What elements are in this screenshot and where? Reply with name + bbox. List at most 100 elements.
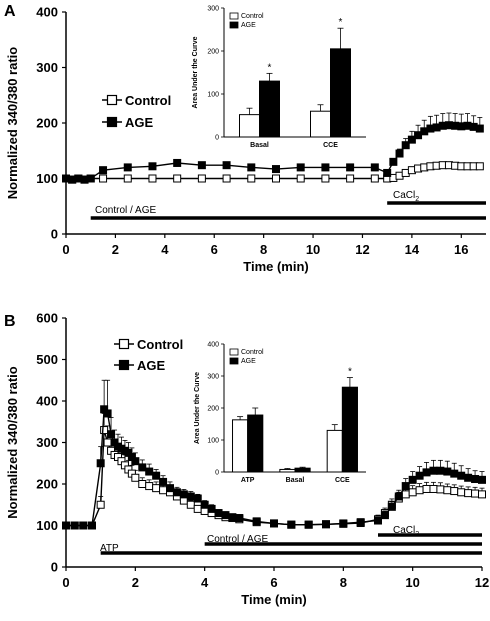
data-point	[200, 500, 209, 509]
inset-bar-chart: 0 100 200 300 400 Area Under the Curve ATP Basa…	[194, 342, 366, 484]
data-point	[464, 473, 473, 482]
treatment-label: ATP	[100, 543, 119, 554]
y-axis-title: Normalized 340/380 ratio	[5, 47, 20, 200]
inset-bar	[232, 419, 249, 473]
data-point	[148, 162, 157, 171]
y-tick-label: 200	[36, 477, 58, 492]
data-point	[408, 488, 417, 497]
x-axis-title: Time (min)	[241, 592, 307, 607]
inset-y-tick-label: 400	[207, 342, 219, 349]
treatment-label-subscript: 2	[415, 531, 419, 538]
x-tick-label: 10	[405, 575, 419, 590]
data-point	[457, 488, 466, 497]
data-point	[123, 174, 132, 183]
inset-y-tick-label: 100	[207, 438, 219, 445]
y-tick-label: 400	[36, 5, 58, 20]
data-point	[422, 484, 431, 493]
data-point	[197, 161, 206, 170]
data-point	[252, 517, 261, 526]
data-point	[166, 484, 174, 493]
treatment-label: Control / AGE	[95, 205, 156, 216]
data-point	[443, 467, 452, 476]
data-point	[407, 135, 416, 144]
data-point	[450, 487, 459, 496]
data-point	[401, 482, 410, 491]
significance-marker: *	[268, 62, 272, 73]
legend-marker	[106, 116, 118, 128]
data-point	[387, 502, 396, 511]
inset-y-tick-label: 300	[207, 6, 219, 13]
data-point	[370, 174, 379, 183]
data-point	[321, 174, 330, 183]
inset-y-tick-label: 200	[207, 406, 219, 413]
data-point	[339, 519, 348, 528]
inset-y-tick-label: 100	[207, 92, 219, 99]
legend-label: AGE	[125, 115, 154, 130]
data-point	[228, 513, 237, 522]
x-tick-label: 4	[201, 575, 209, 590]
x-tick-label: 12	[355, 242, 369, 257]
data-point	[70, 521, 79, 530]
inset-bar	[279, 468, 296, 473]
data-point	[415, 471, 424, 480]
legend-label: Control	[137, 337, 183, 352]
legend-marker	[118, 338, 130, 350]
data-point	[272, 165, 280, 174]
inset-bar-chart: 0 100 200 300 Area Under the Curve * Basal * CCE…	[192, 6, 366, 149]
data-point	[152, 471, 161, 480]
data-point	[346, 163, 355, 172]
y-tick-label: 200	[36, 116, 58, 131]
inset-bar	[341, 386, 358, 473]
y-axis-title: Normalized 340/380 ratio	[5, 366, 20, 519]
data-point	[346, 174, 355, 183]
data-point	[457, 471, 466, 480]
data-point	[96, 500, 105, 509]
data-point	[214, 509, 223, 518]
x-tick-label: 4	[161, 242, 169, 257]
data-point	[383, 168, 392, 177]
inset-legend-label: AGE	[241, 22, 256, 29]
data-point	[99, 166, 108, 175]
data-point	[173, 158, 182, 167]
data-point	[408, 475, 417, 484]
inset-legend-marker	[229, 21, 239, 29]
data-point	[415, 486, 424, 495]
data-point	[99, 174, 108, 183]
data-point	[471, 475, 480, 484]
treatment-label: CaCl2	[393, 525, 419, 538]
data-point	[322, 520, 330, 529]
data-point	[197, 174, 206, 183]
inset-bar	[247, 414, 264, 473]
inset-legend-marker	[229, 12, 239, 20]
data-point	[401, 141, 410, 150]
data-point	[221, 511, 230, 520]
x-tick-label: 2	[112, 242, 119, 257]
inset-legend-marker	[229, 357, 239, 365]
data-point	[107, 430, 116, 439]
data-point	[86, 174, 95, 183]
data-point	[443, 486, 452, 495]
panel-letter: B	[4, 313, 16, 330]
x-tick-label: 10	[306, 242, 320, 257]
data-point	[247, 163, 256, 172]
data-point	[370, 163, 379, 172]
y-tick-label: 0	[51, 560, 58, 575]
data-point	[374, 516, 382, 525]
inset-bar	[326, 429, 343, 473]
data-point	[450, 469, 459, 478]
data-point	[380, 511, 389, 520]
y-tick-label: 100	[36, 171, 58, 186]
inset-category-label: Basal	[250, 142, 269, 149]
data-point	[79, 521, 88, 530]
treatment-label: Control / AGE	[207, 534, 268, 545]
treatment-label: CaCl2	[393, 190, 419, 203]
data-point	[436, 466, 445, 475]
legend-marker	[118, 359, 130, 371]
inset-category-label: Basal	[286, 477, 305, 484]
series-age	[62, 112, 484, 184]
inset-legend-label: AGE	[241, 358, 256, 365]
x-tick-label: 6	[270, 575, 277, 590]
inset-bar	[330, 48, 351, 138]
data-point	[193, 504, 202, 513]
